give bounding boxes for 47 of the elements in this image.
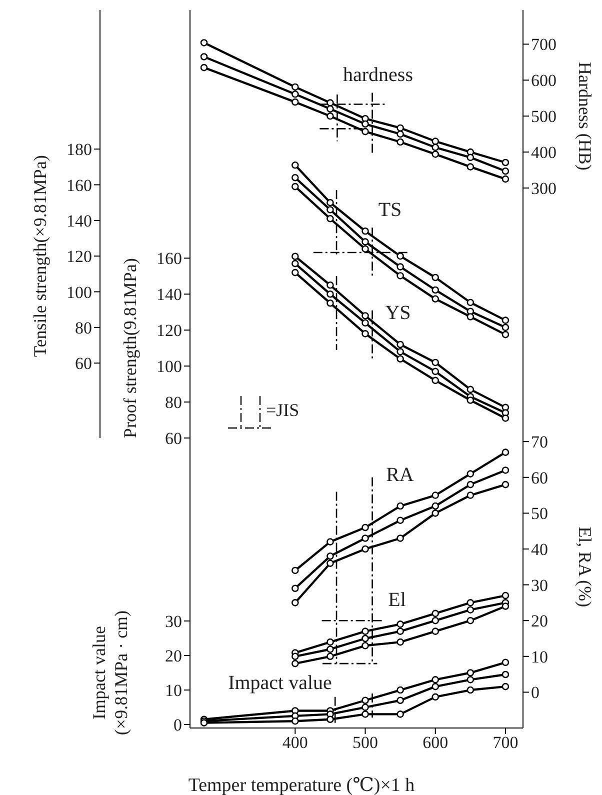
y3-tick-label: 160 [66,176,92,195]
y2-tick-label: 300 [531,179,556,198]
y3-axis-title: Tensile strength(×9.81MPa) [30,155,50,358]
y3-tick-label: 100 [66,282,92,302]
x-tick-label: 700 [492,733,518,752]
y3-tick-label: 120 [66,247,92,266]
y2-tick-label: 20 [531,612,548,631]
y2-axis-title: Hardness (HB) [575,62,595,170]
y-axis-title: Proof strength(9.81MPa) [120,258,140,438]
x-tick-label: 500 [352,733,378,752]
x-tick-label: 600 [422,733,448,752]
x-axis-title: Temper temperature (℃)×1 h [188,775,416,795]
y2-tick-label: 70 [531,432,548,452]
y2-tick-label: 400 [531,143,556,162]
y2-tick-label: 60 [531,468,548,488]
x-tick-label: 400 [282,733,308,752]
y3-tick-label: 60 [75,354,92,374]
y-tick-label: 140 [156,285,182,304]
y-tick-label: 10 [165,681,182,700]
annotation: El [388,589,406,611]
y2-axis-title: El, RA (%) [575,526,595,608]
y-tick-label: 0 [174,716,182,735]
y2-tick-label: 700 [531,35,556,54]
y3-tick-label: 180 [66,140,92,160]
y2-tick-label: 50 [531,504,548,524]
y2-tick-label: 10 [531,647,548,666]
y3-tick-label: 80 [75,318,92,338]
y-tick-label: 100 [156,357,182,376]
y-tick-label: 120 [156,321,182,340]
annotation: YS [385,302,411,324]
y-tick-label: 20 [165,646,182,666]
y-tick-label: 80 [165,393,182,412]
y2-tick-label: 0 [531,683,540,702]
y-tick-label: 30 [165,612,182,632]
y-tick-label: 160 [156,249,182,268]
y2-tick-label: 500 [531,107,556,126]
y-axis-title: Impact value (×9.81MPa · cm) [89,610,131,736]
y3-tick-label: 140 [66,211,92,230]
y-tick-label: 60 [165,429,182,448]
annotation: TS [378,199,402,221]
annotation: hardness [343,64,413,86]
y2-tick-label: 30 [531,576,548,595]
y2-tick-label: 40 [531,540,548,560]
annotation: Impact value [228,672,332,694]
y2-tick-label: 600 [531,71,556,90]
annotation: =JIS [266,400,300,420]
annotation: RA [386,464,414,486]
